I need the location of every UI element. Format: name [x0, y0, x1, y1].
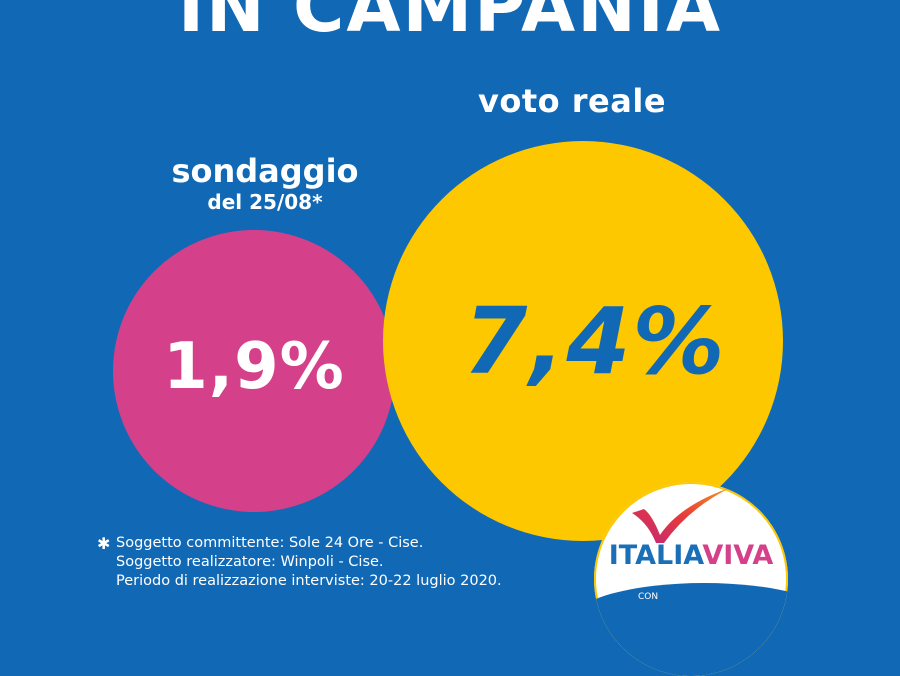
footnote-line: Periodo di realizzazione interviste: 20-…	[116, 573, 502, 589]
real-vote-circle	[383, 141, 783, 541]
logo-sub-text: CON	[638, 592, 659, 602]
logo-wordmark: ITALIAVIVA	[608, 540, 774, 571]
real-vote-label: voto reale	[478, 82, 667, 120]
logo-wave	[594, 583, 788, 676]
checkmark-swoosh-icon	[632, 487, 732, 543]
poll-date-label: del 25/08*	[207, 190, 323, 214]
italia-viva-logo: ITALIAVIVA CON	[594, 482, 788, 676]
footnote-line: ✱ Soggetto committente: Sole 24 Ore - Ci…	[97, 534, 424, 553]
asterisk-icon: ✱	[97, 534, 111, 553]
page-title: IN CAMPANIA	[177, 0, 723, 48]
poll-label: sondaggio del 25/08*	[160, 152, 370, 214]
poll-circle	[113, 230, 395, 512]
poll-value: 1,9%	[163, 330, 345, 404]
real-vote-value: 7,4%	[463, 288, 727, 395]
poll-label-main: sondaggio	[171, 152, 359, 190]
footnote-line: Soggetto realizzatore: Winpoli - Cise.	[116, 554, 384, 570]
footnote: ✱ Soggetto committente: Sole 24 Ore - Ci…	[97, 534, 502, 591]
